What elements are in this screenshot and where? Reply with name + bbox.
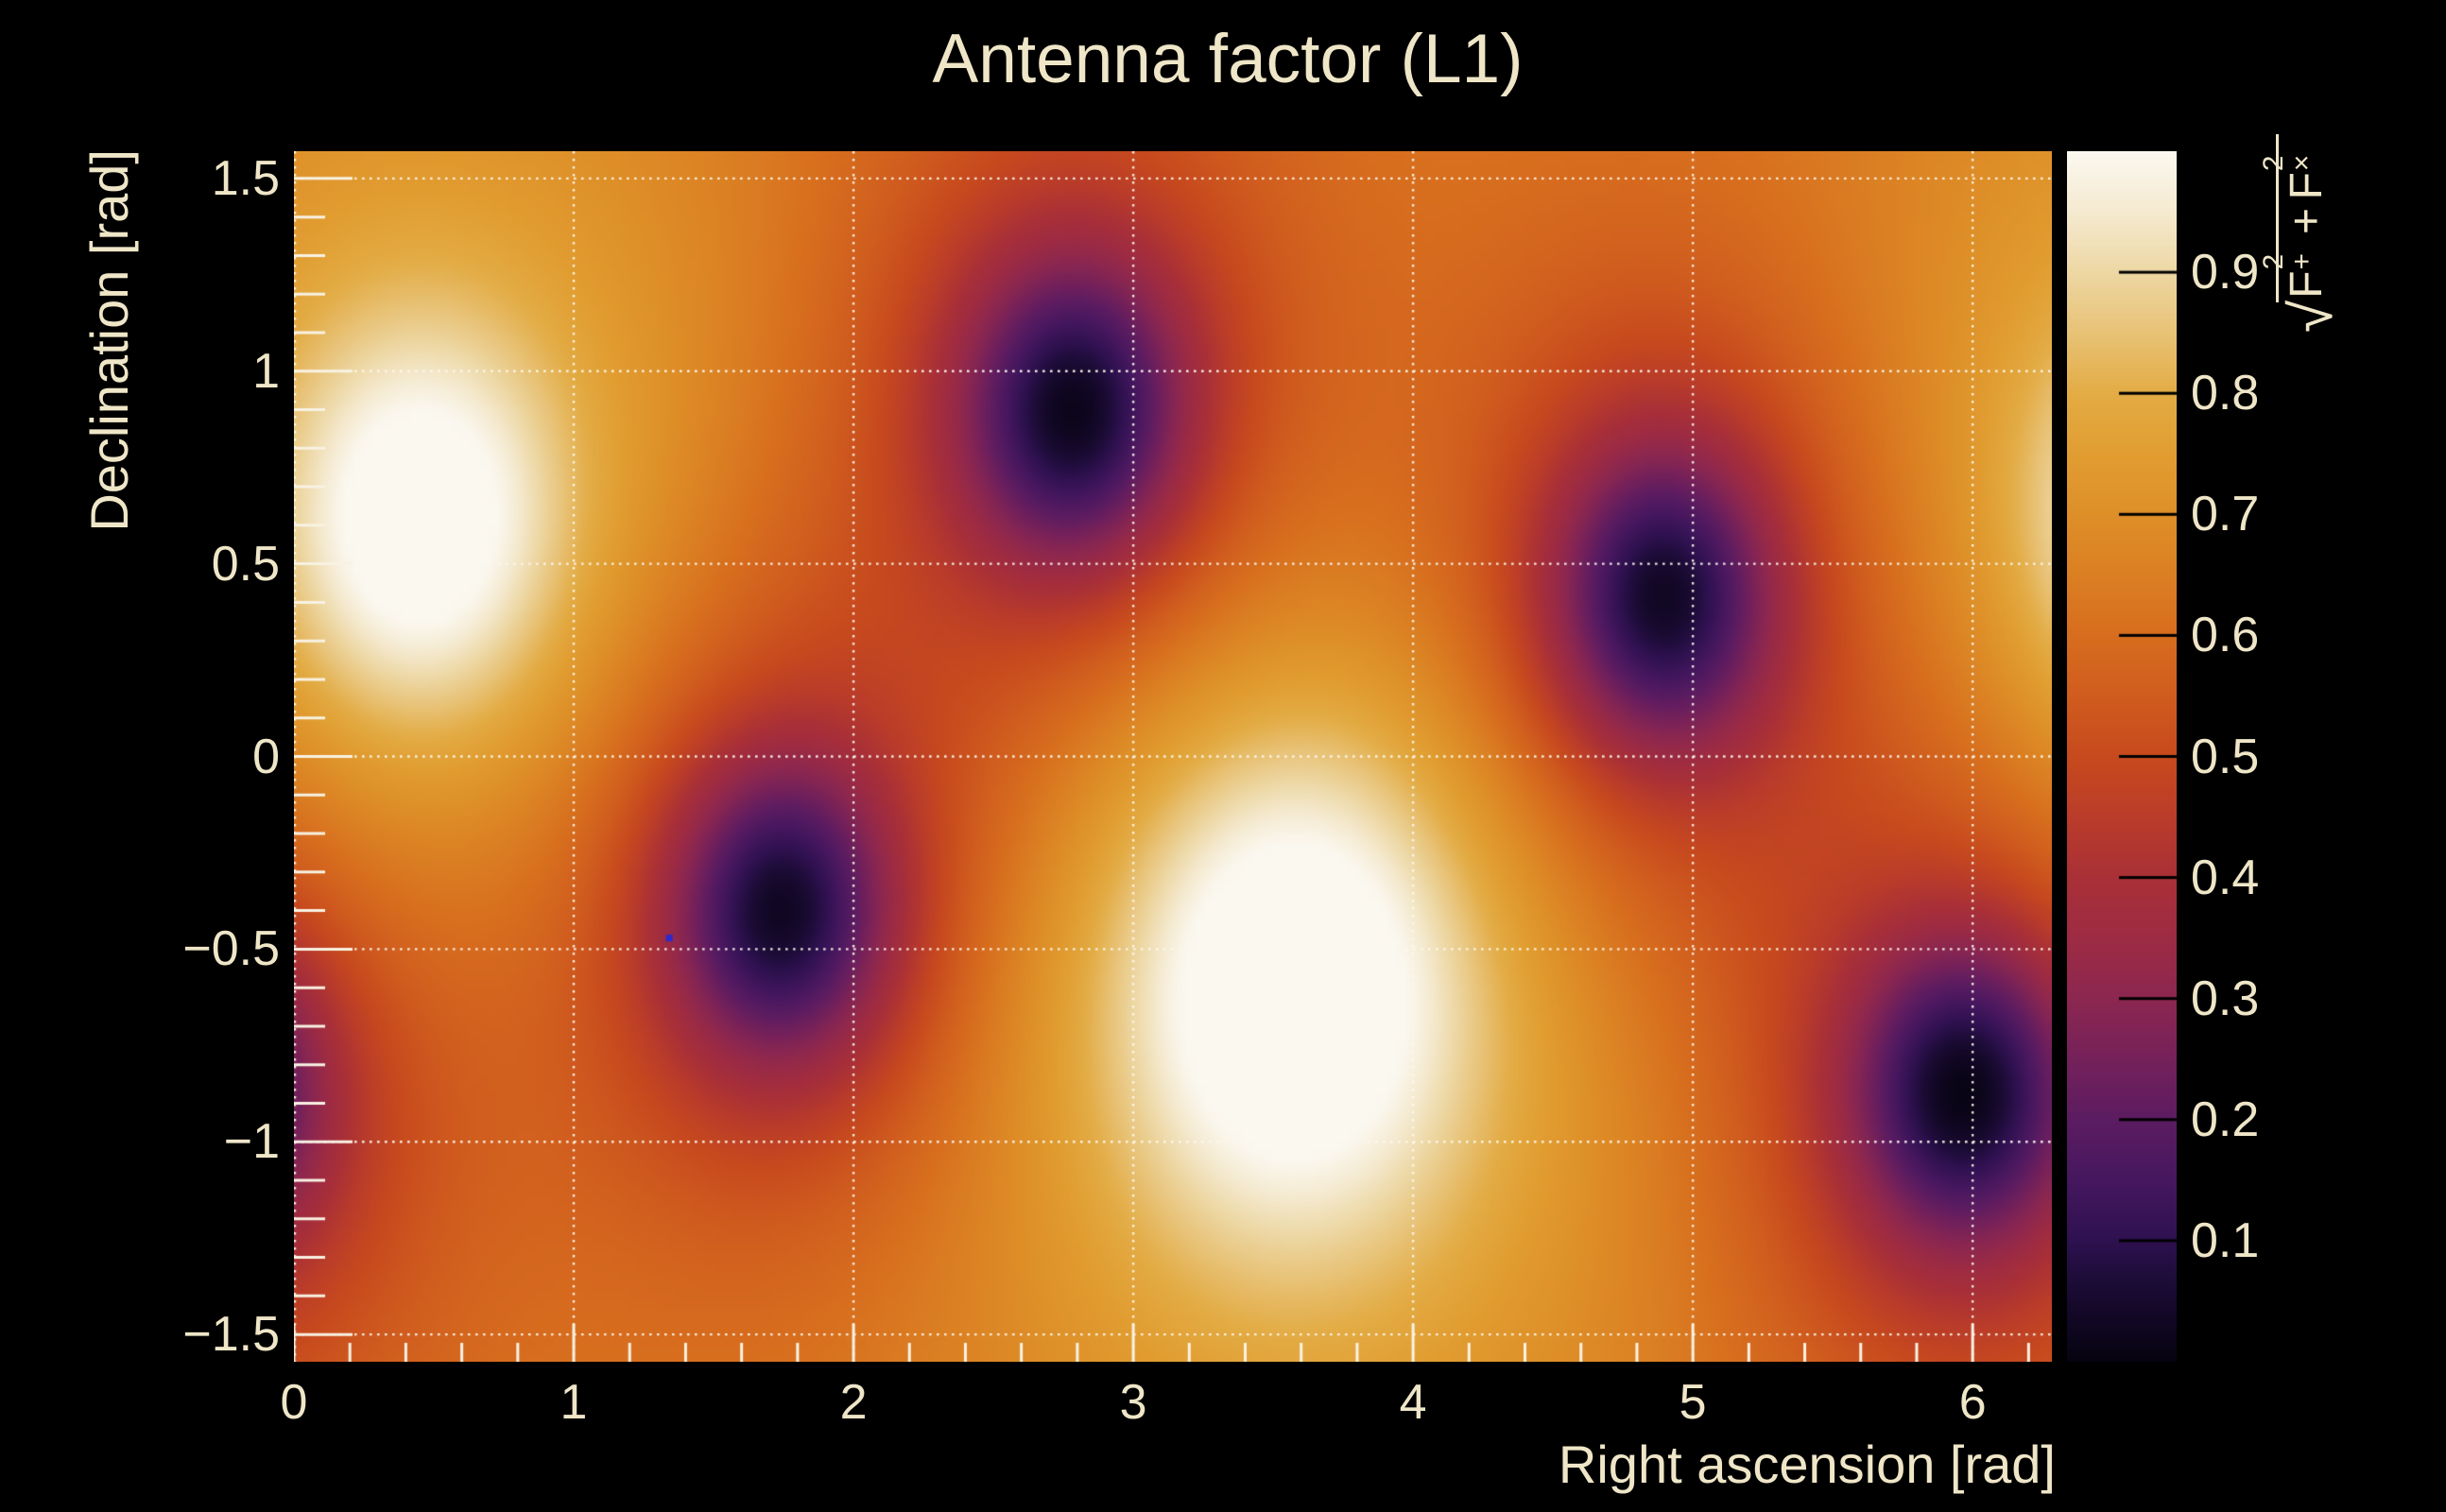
colorbar-gradient xyxy=(2067,151,2177,1362)
y-axis-title: Declination [rad] xyxy=(79,149,139,532)
y-tick-label-−0.5: −0.5 xyxy=(182,921,280,977)
f-cross-subscript: × xyxy=(2285,154,2317,172)
colorbar-tick-label-0.5: 0.5 xyxy=(2191,729,2260,784)
x-tick-label-4: 4 xyxy=(1399,1375,1427,1430)
colorbar-axis-title: √F 2 + +F 2 × xyxy=(2258,134,2346,333)
f-plus-superscript: 2 xyxy=(2257,253,2289,270)
colorbar-tick-label-0.3: 0.3 xyxy=(2191,971,2260,1026)
y-tick-label-−1.5: −1.5 xyxy=(182,1307,280,1363)
colorbar-tick-label-0.6: 0.6 xyxy=(2191,608,2260,663)
colorbar-tick-label-0.1: 0.1 xyxy=(2191,1212,2260,1268)
x-tick-label-5: 5 xyxy=(1679,1375,1707,1430)
x-tick-label-0: 0 xyxy=(280,1375,308,1430)
sqrt-radicand: F 2 + +F 2 × xyxy=(2258,134,2332,302)
colorbar-tick-label-0.8: 0.8 xyxy=(2191,366,2260,421)
plot-grid-overlay xyxy=(294,151,2052,1362)
page-title: Antenna factor (L1) xyxy=(932,21,1524,97)
x-tick-label-6: 6 xyxy=(1958,1375,1987,1430)
f-cross-scripts: 2 × xyxy=(2258,144,2321,172)
y-tick-label-1.5: 1.5 xyxy=(211,150,280,206)
colorbar-tick-label-0.9: 0.9 xyxy=(2191,245,2260,301)
colorbar-tick-label-0.4: 0.4 xyxy=(2191,850,2260,905)
f-cross-superscript: 2 xyxy=(2257,155,2289,172)
colorbar-tick-label-0.7: 0.7 xyxy=(2191,487,2260,542)
x-axis-title: Right ascension [rad] xyxy=(1558,1435,2056,1494)
x-tick-label-1: 1 xyxy=(560,1375,588,1430)
f-plus-subscript: + xyxy=(2285,253,2317,270)
y-tick-label-0: 0 xyxy=(252,729,280,784)
f-cross-base: F xyxy=(2282,172,2332,200)
sqrt-radical-symbol: √ xyxy=(2280,301,2346,333)
x-tick-label-3: 3 xyxy=(1119,1375,1147,1430)
y-tick-label-−1: −1 xyxy=(223,1114,280,1170)
f-plus-base: F xyxy=(2282,270,2332,299)
colorbar-tick-label-0.2: 0.2 xyxy=(2191,1091,2260,1147)
plus-operator: + xyxy=(2282,208,2332,235)
y-tick-label-0.5: 0.5 xyxy=(211,536,280,592)
y-tick-label-1: 1 xyxy=(252,343,280,399)
x-tick-label-2: 2 xyxy=(839,1375,868,1430)
f-plus-scripts: 2 + xyxy=(2258,243,2321,271)
